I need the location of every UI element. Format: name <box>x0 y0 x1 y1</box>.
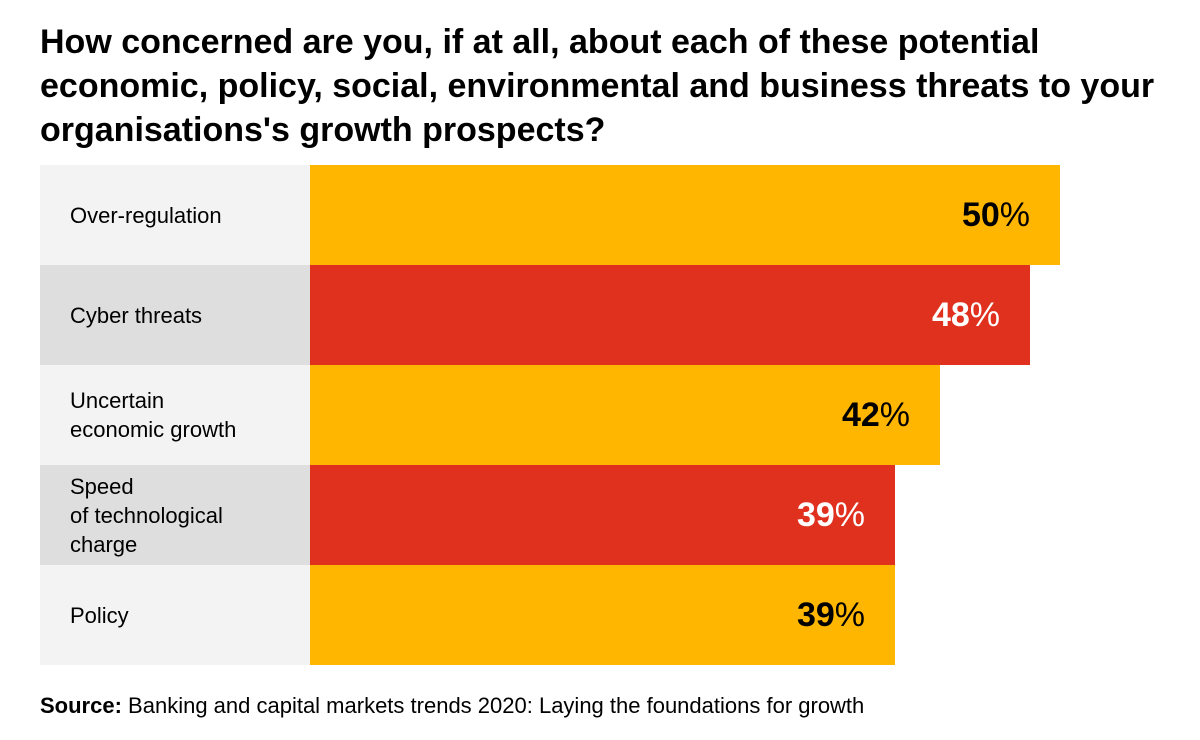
bar-row: Policy 39% <box>40 565 1140 665</box>
value-number: 48 <box>931 296 970 334</box>
category-label: Policy <box>40 565 310 665</box>
value-label: 39% <box>310 565 895 665</box>
value-number: 39 <box>796 496 835 534</box>
value-number: 39 <box>796 596 835 634</box>
bar-row: Cyber threats 48% <box>40 265 1140 365</box>
value-percent-sign: % <box>969 296 1000 334</box>
value-percent-sign: % <box>834 596 865 634</box>
bar <box>310 565 895 665</box>
source-label: Source: <box>40 693 122 718</box>
category-label: Cyber threats <box>40 265 310 365</box>
bar-row: Speed of technological charge 39% <box>40 465 1140 565</box>
bar <box>310 265 1030 365</box>
bar <box>310 365 940 465</box>
bar <box>310 165 1060 265</box>
value-label: 48% <box>310 265 1030 365</box>
bar-chart: Over-regulation 50% Cyber threats 48% Uncert… <box>40 165 1140 665</box>
bar <box>310 465 895 565</box>
value-label: 39% <box>310 465 895 565</box>
source-text: Banking and capital markets trends 2020:… <box>128 693 865 718</box>
bar-row: Uncertain economic growth 42% <box>40 365 1140 465</box>
bar-row: Over-regulation 50% <box>40 165 1140 265</box>
value-label: 50% <box>310 165 1060 265</box>
value-number: 50 <box>961 196 1000 234</box>
value-number: 42 <box>841 396 880 434</box>
source-note: Source: Banking and capital markets tren… <box>40 692 864 720</box>
chart-title: How concerned are you, if at all, about … <box>40 23 1155 149</box>
value-label: 42% <box>310 365 940 465</box>
category-label: Speed of technological charge <box>40 465 310 565</box>
category-label: Uncertain economic growth <box>40 365 310 465</box>
category-label: Over-regulation <box>40 165 310 265</box>
value-percent-sign: % <box>999 196 1030 234</box>
value-percent-sign: % <box>834 496 865 534</box>
value-percent-sign: % <box>879 396 910 434</box>
